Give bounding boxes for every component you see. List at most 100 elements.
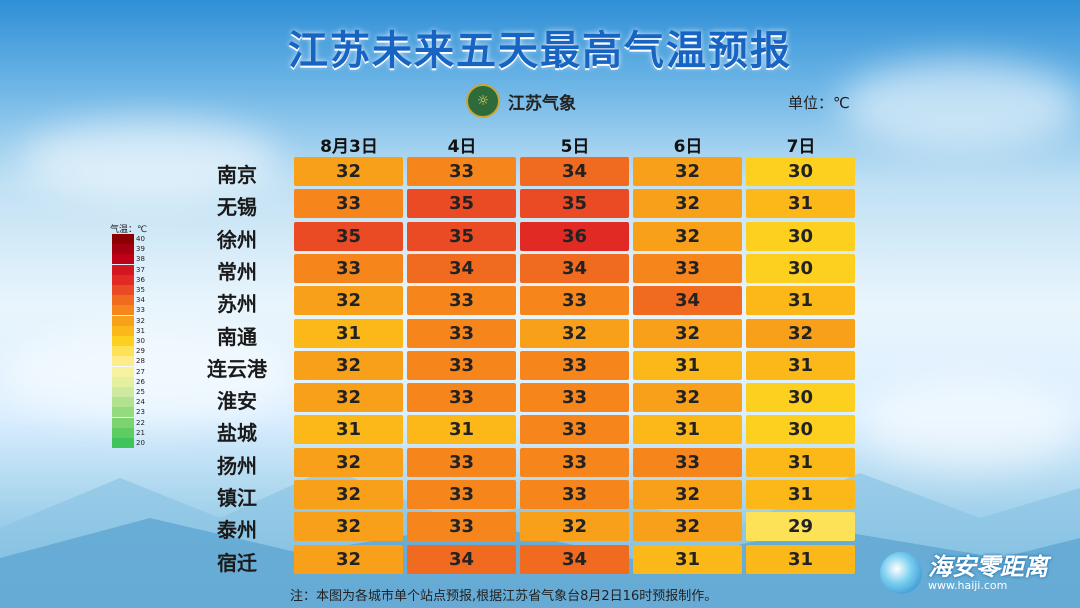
temperature-cell: 33	[520, 415, 629, 445]
city-label: 连云港	[207, 356, 267, 381]
watermark-url: www.haiji.com	[928, 579, 1008, 592]
legend-value: 23	[136, 408, 145, 417]
cloud-decoration	[840, 60, 1080, 150]
legend-swatch	[112, 274, 134, 285]
legend-swatch	[112, 244, 134, 255]
temperature-cell: 33	[407, 157, 516, 186]
temperature-cell: 33	[294, 189, 403, 219]
legend-title: 气温：℃	[110, 225, 148, 235]
temperature-cell: 31	[633, 415, 742, 445]
temperature-cell: 32	[633, 480, 742, 509]
legend-swatch	[112, 336, 134, 346]
temperature-cell: 31	[746, 544, 855, 574]
temperature-cell: 32	[294, 512, 403, 542]
temperature-cell: 34	[520, 157, 629, 186]
city-label: 镇江	[217, 486, 257, 510]
column-header: 8月3日	[320, 137, 378, 157]
legend-swatch	[112, 366, 134, 377]
temperature-cell: 31	[407, 415, 516, 445]
legend-swatch	[112, 407, 134, 418]
column-header: 6日	[673, 137, 703, 157]
legend-value: 31	[136, 326, 145, 335]
legend-swatch	[112, 264, 134, 275]
legend-swatch	[112, 254, 134, 265]
temperature-cell: 32	[633, 157, 742, 186]
temperature-cell: 30	[746, 415, 855, 445]
temperature-cell: 33	[520, 286, 629, 316]
legend-value: 24	[136, 398, 145, 407]
watermark: 海安零距离 www.haiji.com	[880, 552, 1048, 594]
temperature-cell: 32	[294, 447, 403, 477]
temperature-cell: 33	[407, 480, 516, 509]
temperature-cell: 33	[520, 447, 629, 477]
legend-swatch	[112, 325, 134, 336]
legend-swatch	[112, 438, 134, 448]
city-label: 苏州	[217, 292, 257, 317]
temperature-cell: 33	[633, 253, 742, 283]
temperature-cell: 33	[407, 350, 516, 380]
temperature-cell: 32	[633, 221, 742, 251]
city-label: 淮安	[217, 389, 257, 414]
temperature-cell: 31	[746, 480, 855, 509]
temperature-cell: 34	[520, 544, 629, 574]
city-label: 宿迁	[217, 550, 257, 575]
legend-value: 34	[136, 296, 145, 305]
temperature-cell: 33	[407, 318, 516, 348]
temperature-cell: 36	[520, 221, 629, 251]
city-label: 南京	[217, 163, 257, 187]
column-header: 4日	[447, 137, 477, 157]
legend-value: 33	[136, 306, 145, 315]
temperature-cell: 32	[294, 544, 403, 574]
temperature-cell: 32	[294, 286, 403, 316]
legend-swatch	[112, 285, 134, 295]
temperature-cell: 32	[633, 189, 742, 219]
city-label: 常州	[217, 259, 257, 284]
temperature-cell: 32	[520, 512, 629, 542]
city-label: 扬州	[217, 453, 257, 478]
temperature-cell: 32	[520, 318, 629, 348]
legend-swatch	[112, 427, 134, 438]
city-label: 盐城	[217, 421, 257, 446]
temperature-cell: 32	[294, 350, 403, 380]
legend-swatch	[112, 417, 134, 428]
temperature-cell: 31	[746, 447, 855, 477]
temperature-cell: 33	[520, 383, 629, 413]
watermark-logo-icon	[880, 552, 922, 594]
temperature-cell: 31	[633, 350, 742, 380]
legend-value: 38	[136, 255, 145, 264]
temperature-cell: 32	[294, 157, 403, 186]
temperature-cell: 32	[294, 480, 403, 509]
legend-value: 25	[136, 388, 145, 396]
legend-swatch	[112, 387, 134, 397]
logo-text: 江苏气象	[508, 93, 576, 114]
legend-swatch	[112, 295, 134, 306]
temperature-cell: 32	[633, 383, 742, 413]
cloud-decoration	[0, 330, 300, 420]
legend-value: 22	[136, 418, 145, 427]
temperature-cell: 32	[746, 318, 855, 348]
unit-label: 单位：℃	[788, 94, 850, 112]
legend-swatch	[112, 346, 134, 357]
temperature-cell: 33	[407, 512, 516, 542]
temperature-cell: 33	[407, 383, 516, 413]
column-header: 7日	[786, 137, 816, 157]
legend-value: 21	[136, 428, 145, 437]
temperature-cell: 34	[407, 253, 516, 283]
temperature-cell: 30	[746, 383, 855, 413]
temperature-cell: 33	[520, 480, 629, 509]
temperature-cell: 31	[294, 415, 403, 445]
legend-value: 39	[136, 245, 145, 254]
legend-value: 26	[136, 377, 145, 386]
cloud-decoration	[860, 380, 1080, 470]
temperature-cell: 33	[520, 350, 629, 380]
page-title: 江苏未来五天最高气温预报	[288, 28, 792, 74]
temperature-cell: 31	[633, 544, 742, 574]
legend-value: 40	[136, 235, 145, 243]
cloud-decoration	[20, 120, 280, 200]
legend-swatch	[112, 315, 134, 326]
temperature-cell: 30	[746, 221, 855, 251]
temperature-cell: 34	[407, 544, 516, 574]
temperature-cell: 33	[633, 447, 742, 477]
logo-emblem-icon: ☼	[466, 84, 500, 118]
legend-swatch	[112, 376, 134, 387]
